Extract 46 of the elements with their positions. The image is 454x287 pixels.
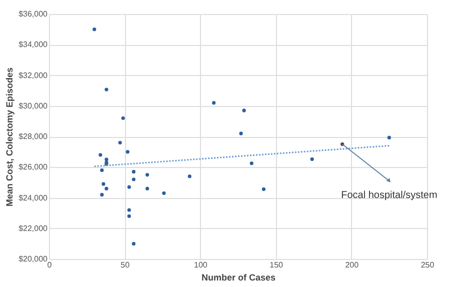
point <box>132 178 136 182</box>
point <box>162 191 166 195</box>
x-tick-label: 50 <box>120 260 130 270</box>
x-tick-label: 100 <box>194 260 208 270</box>
x-axis-title: Number of Cases <box>201 272 276 282</box>
y-tick-label: $30,000 <box>18 101 48 110</box>
point <box>387 136 392 140</box>
point <box>100 168 104 172</box>
point <box>239 132 243 136</box>
point <box>104 186 108 190</box>
point <box>188 174 192 178</box>
annotation: Focal hospital/system <box>341 190 438 201</box>
point <box>145 172 150 177</box>
y-tick-label: $22,000 <box>18 224 48 233</box>
x-tick-label: 250 <box>420 260 435 270</box>
y-tick-label: $32,000 <box>18 70 48 80</box>
point <box>104 158 108 162</box>
point <box>104 88 108 92</box>
point <box>242 108 246 112</box>
point <box>127 208 131 212</box>
y-tick-label: $34,000 <box>18 40 48 50</box>
y-axis-title: Mean Cost, Colectomy Episodes <box>4 67 15 207</box>
point <box>121 116 125 120</box>
point <box>100 192 104 196</box>
y-tick-label: $28,000 <box>18 132 48 141</box>
x-tick-label: 150 <box>270 260 284 270</box>
y-tick-label: $26,000 <box>18 162 48 172</box>
point <box>92 28 96 32</box>
y-tick-label: $24,000 <box>18 193 48 202</box>
point <box>250 161 254 166</box>
point <box>102 182 106 186</box>
point <box>262 187 266 191</box>
y-tick-label: $20,000 <box>18 254 48 264</box>
point <box>132 170 136 174</box>
point <box>132 242 136 246</box>
x-tick-label: 0 <box>47 260 52 270</box>
point <box>127 185 131 189</box>
point <box>145 186 150 190</box>
point <box>310 157 314 161</box>
point <box>212 101 216 105</box>
point <box>126 150 130 154</box>
x-tick-label: 200 <box>345 260 360 270</box>
point <box>118 140 122 144</box>
y-tick-label: $36,000 <box>18 10 48 18</box>
point <box>98 153 102 157</box>
point <box>127 214 131 218</box>
